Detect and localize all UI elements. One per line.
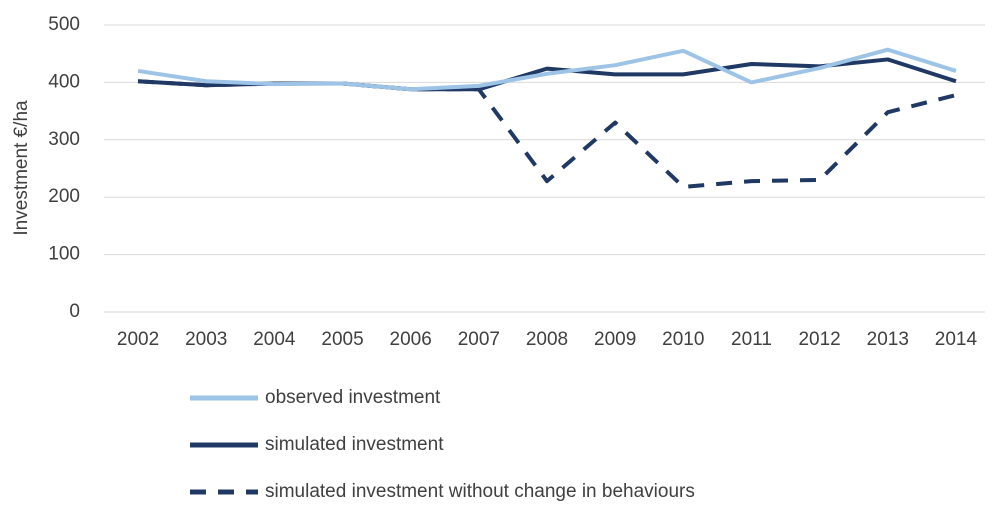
y-tick-label: 400 bbox=[48, 71, 80, 92]
x-tick-label: 2014 bbox=[935, 329, 978, 350]
series-line bbox=[137, 47, 957, 92]
x-tick-label: 2004 bbox=[253, 329, 296, 350]
x-tick-label: 2010 bbox=[662, 329, 704, 350]
legend-label: simulated investment bbox=[265, 434, 444, 455]
legend-label: observed investment bbox=[265, 387, 441, 408]
x-tick-label: 2011 bbox=[731, 329, 772, 350]
x-tick-label: 2013 bbox=[867, 329, 909, 350]
y-tick-label: 100 bbox=[48, 244, 80, 265]
y-tick-label: 300 bbox=[48, 129, 80, 150]
y-tick-label: 200 bbox=[48, 186, 80, 207]
legend-label: simulated investment without change in b… bbox=[265, 481, 695, 502]
x-tick-label: 2005 bbox=[321, 329, 363, 350]
y-tick-label: 0 bbox=[69, 301, 80, 322]
y-axis-label: Investment €/ha bbox=[11, 100, 32, 236]
x-tick-label: 2007 bbox=[458, 329, 500, 350]
x-tick-label: 2012 bbox=[798, 329, 840, 350]
x-tick-label: 2008 bbox=[526, 329, 568, 350]
x-tick-label: 2006 bbox=[390, 329, 432, 350]
series-line bbox=[137, 79, 957, 189]
x-tick-label: 2009 bbox=[594, 329, 636, 350]
x-tick-label: 2002 bbox=[117, 329, 159, 350]
y-tick-label: 500 bbox=[48, 14, 80, 35]
x-tick-label: 2003 bbox=[185, 329, 227, 350]
